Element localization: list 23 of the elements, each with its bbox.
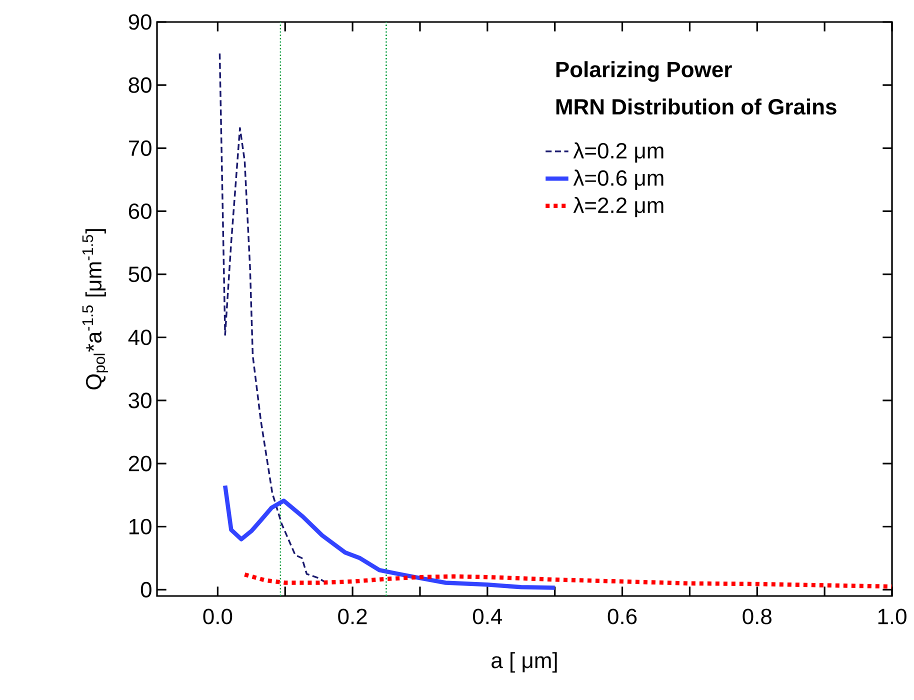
y-tick-label: 80 — [128, 77, 152, 93]
x-tick-label: 0.8 — [742, 608, 772, 624]
y-tick-label: 40 — [128, 330, 152, 346]
y-tick-label: 90 — [128, 14, 152, 30]
x-tick-label: 0.2 — [338, 608, 367, 624]
legend-label: λ=0.2 μm — [573, 142, 664, 163]
x-tick-label: 0.0 — [203, 608, 232, 624]
text: Polarizing Power — [556, 61, 732, 82]
y-tick-label: 30 — [128, 392, 152, 408]
x-tick-label: 0.6 — [608, 608, 637, 624]
y-tick-label: 10 — [129, 518, 152, 534]
y-tick-label: 60 — [128, 203, 152, 220]
text: MRN Distribution of Grains — [556, 98, 836, 115]
x-tick-label: 1.0 — [878, 608, 906, 624]
x-axis-title: a [ μm] — [492, 652, 557, 673]
y-axis-title: Q$_{pol}$*a$^{-1.5}$ [μm$^{-1.5}$] — [82, 229, 108, 390]
y-tick-label: 70 — [128, 140, 152, 156]
y-tick-label: 20 — [128, 456, 152, 472]
x-tick-label: 0.4 — [472, 608, 502, 624]
legend-label: λ=0.6 μm — [573, 170, 664, 190]
legend-label: λ=2.2 μm — [573, 196, 664, 218]
y-tick-label: 0 — [140, 582, 152, 598]
y-tick-label: 50 — [128, 266, 152, 282]
